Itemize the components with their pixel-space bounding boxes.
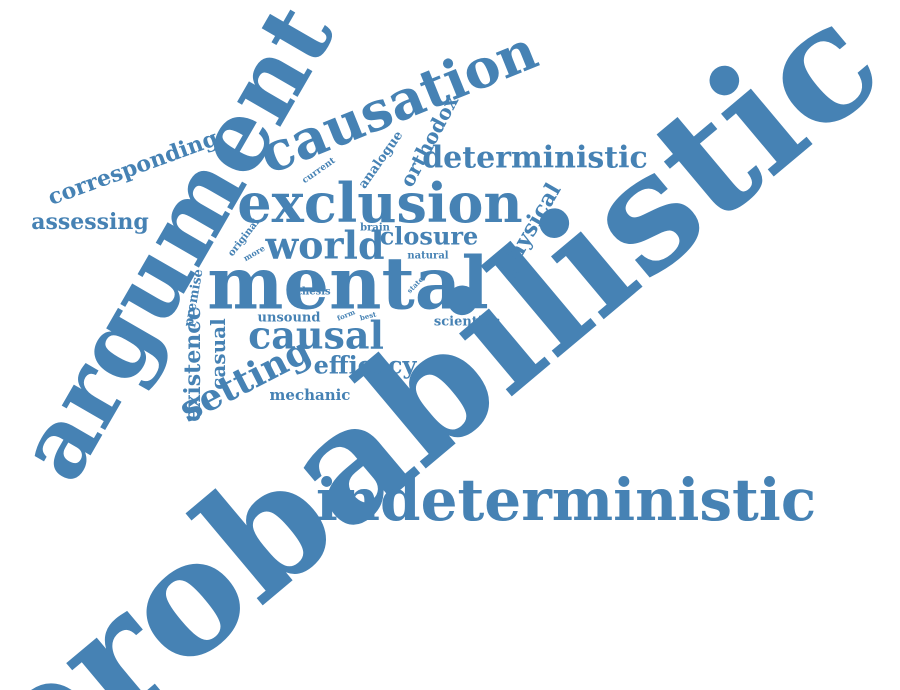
word-indeterministic: indeterministic: [316, 466, 816, 534]
word-unsound: unsound: [258, 311, 321, 326]
word-best: best: [359, 309, 378, 322]
word-mechanic: mechanic: [270, 386, 351, 404]
word-deterministic: deterministic: [422, 141, 648, 176]
word-causal: causal: [248, 313, 384, 358]
word-world: world: [264, 223, 384, 268]
word-assessing: assessing: [31, 209, 149, 235]
word-efficacy: efficacy: [314, 351, 418, 380]
word-exclusion: exclusion: [237, 171, 522, 235]
word-scientific: scientific: [434, 315, 500, 330]
word-natural: natural: [407, 251, 448, 262]
word-casual: casual: [206, 318, 230, 390]
word-thesis: thesis: [297, 287, 331, 298]
word-closure: closure: [380, 222, 479, 251]
word-brain: brain: [360, 223, 391, 234]
word-existence: existence: [180, 306, 206, 421]
word-mental: mental: [207, 241, 489, 326]
